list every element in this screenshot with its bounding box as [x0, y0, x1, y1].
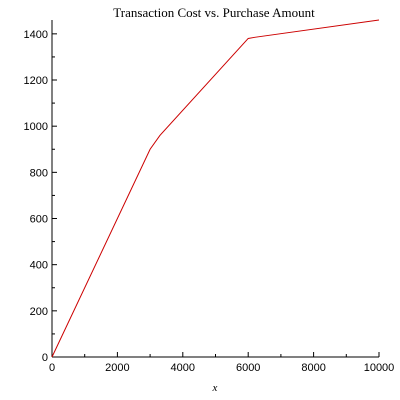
x-tick-label: 10000 [364, 362, 395, 374]
x-tick-label: 8000 [301, 362, 325, 374]
y-tick-label: 1200 [24, 75, 48, 87]
y-tick-label: 600 [30, 214, 48, 226]
series-layer [51, 19, 380, 358]
y-tick-label: 1000 [24, 121, 48, 133]
x-axis-ticks: 0 2000 4000 6000 8000 10000 [49, 352, 394, 374]
x-tick-label: 0 [49, 362, 55, 374]
y-tick-label: 1400 [24, 29, 48, 41]
x-tick-label: 6000 [236, 362, 260, 374]
x-tick-label: 4000 [171, 362, 195, 374]
y-tick-label: 800 [30, 167, 48, 179]
y-tick-label: 200 [30, 306, 48, 318]
x-tick-label: 2000 [105, 362, 129, 374]
y-tick-label: 400 [30, 260, 48, 272]
y-tick-label: 0 [42, 352, 48, 364]
y-axis-ticks: 0 200 400 600 800 1000 1200 1400 [24, 29, 57, 364]
series-line [51, 19, 380, 358]
chart-title: Transaction Cost vs. Purchase Amount [113, 5, 315, 20]
x-axis-label: x [212, 382, 218, 394]
